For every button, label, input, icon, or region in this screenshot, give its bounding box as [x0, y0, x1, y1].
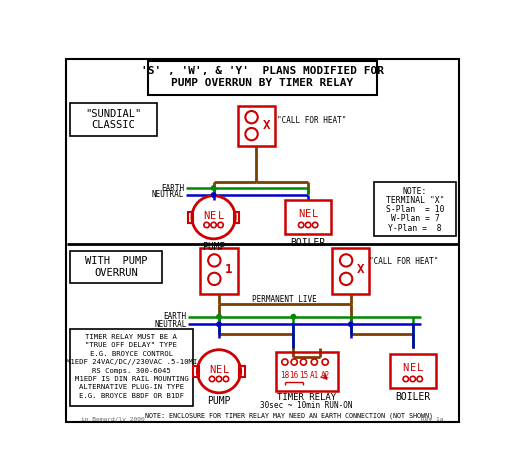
Bar [390, 354, 436, 388]
Bar [285, 200, 331, 234]
Text: N: N [209, 365, 215, 375]
Text: 30sec ~ 10min RUN-ON: 30sec ~ 10min RUN-ON [260, 401, 353, 410]
Text: NEUTRAL: NEUTRAL [152, 190, 184, 199]
Circle shape [217, 322, 221, 327]
Text: M1EDF IS DIN RAIL MOUNTING: M1EDF IS DIN RAIL MOUNTING [75, 376, 188, 382]
Text: WITH  PUMP: WITH PUMP [84, 256, 147, 266]
Text: NEUTRAL: NEUTRAL [154, 320, 186, 329]
Text: TIMER RELAY: TIMER RELAY [277, 393, 336, 402]
Text: A2: A2 [321, 371, 330, 380]
Bar [332, 248, 369, 294]
Text: "CALL FOR HEAT": "CALL FOR HEAT" [278, 116, 347, 125]
Text: X: X [263, 119, 270, 132]
Circle shape [349, 322, 353, 327]
Text: E: E [210, 211, 217, 221]
Text: 15: 15 [299, 371, 308, 380]
Text: L: L [218, 211, 224, 221]
Bar [70, 329, 193, 406]
Text: N: N [402, 363, 409, 373]
Text: "TRUE OFF DELAY" TYPE: "TRUE OFF DELAY" TYPE [86, 342, 177, 348]
Text: PUMP: PUMP [207, 396, 231, 406]
Text: X: X [357, 263, 365, 276]
Text: EARTH: EARTH [161, 184, 184, 192]
Circle shape [211, 186, 216, 190]
Text: 1: 1 [225, 263, 233, 276]
Text: E: E [410, 363, 416, 373]
Text: E.G. BROYCE B8DF OR B1DF: E.G. BROYCE B8DF OR B1DF [79, 393, 184, 399]
Text: Y-Plan =  8: Y-Plan = 8 [388, 224, 442, 233]
Text: OVERRUN: OVERRUN [94, 268, 138, 278]
Bar [275, 352, 337, 390]
Text: "SUNDIAL": "SUNDIAL" [86, 109, 142, 119]
Text: ALTERNATIVE PLUG-IN TYPE: ALTERNATIVE PLUG-IN TYPE [79, 385, 184, 390]
Text: PUMP OVERRUN BY TIMER RELAY: PUMP OVERRUN BY TIMER RELAY [172, 78, 353, 88]
Bar [374, 182, 456, 236]
Text: NOTE: ENCLOSURE FOR TIMER RELAY MAY NEED AN EARTH CONNECTION (NOT SHOWN): NOTE: ENCLOSURE FOR TIMER RELAY MAY NEED… [145, 413, 433, 419]
Text: 18: 18 [280, 371, 289, 380]
Text: CLASSIC: CLASSIC [92, 120, 136, 130]
Text: N: N [203, 211, 210, 221]
Text: PERMANENT LIVE: PERMANENT LIVE [252, 295, 317, 304]
Text: RS Comps. 300-6045: RS Comps. 300-6045 [92, 367, 171, 374]
Text: L: L [312, 209, 318, 219]
Text: 'S' , 'W', & 'Y'  PLANS MODIFIED FOR: 'S' , 'W', & 'Y' PLANS MODIFIED FOR [141, 66, 384, 76]
Text: N: N [298, 209, 304, 219]
Bar [200, 248, 238, 294]
Text: in Bemard/lv 2000: in Bemard/lv 2000 [81, 416, 145, 422]
Text: BOILER: BOILER [290, 238, 326, 248]
Text: NOTE:: NOTE: [403, 187, 427, 196]
Text: Rev 1a: Rev 1a [421, 416, 444, 422]
Text: TERMINAL "X": TERMINAL "X" [386, 196, 444, 205]
Text: 16: 16 [290, 371, 299, 380]
Text: "CALL FOR HEAT": "CALL FOR HEAT" [369, 258, 438, 267]
Circle shape [217, 315, 221, 319]
Text: S-Plan  = 10: S-Plan = 10 [386, 205, 444, 214]
Text: EARTH: EARTH [163, 312, 186, 321]
Bar [194, 366, 199, 377]
Text: BOILER: BOILER [395, 392, 431, 403]
Circle shape [291, 315, 295, 319]
Text: A1: A1 [310, 371, 319, 380]
Text: TIMER RELAY MUST BE A: TIMER RELAY MUST BE A [86, 334, 177, 340]
Circle shape [211, 193, 216, 197]
Bar [70, 251, 162, 284]
Bar [188, 212, 194, 223]
Text: L: L [223, 365, 229, 375]
Bar [147, 61, 377, 95]
Text: L: L [417, 363, 423, 373]
Text: PUMP: PUMP [202, 241, 225, 251]
Bar [239, 366, 245, 377]
Bar [70, 103, 157, 136]
Bar [238, 107, 275, 147]
Text: E: E [305, 209, 311, 219]
Text: W-Plan = 7: W-Plan = 7 [391, 214, 439, 223]
Text: E.G. BROYCE CONTROL: E.G. BROYCE CONTROL [90, 350, 173, 357]
Text: M1EDF 24VAC/DC//230VAC .5-10MI: M1EDF 24VAC/DC//230VAC .5-10MI [66, 359, 197, 365]
Bar [233, 212, 239, 223]
Text: E: E [216, 365, 222, 375]
